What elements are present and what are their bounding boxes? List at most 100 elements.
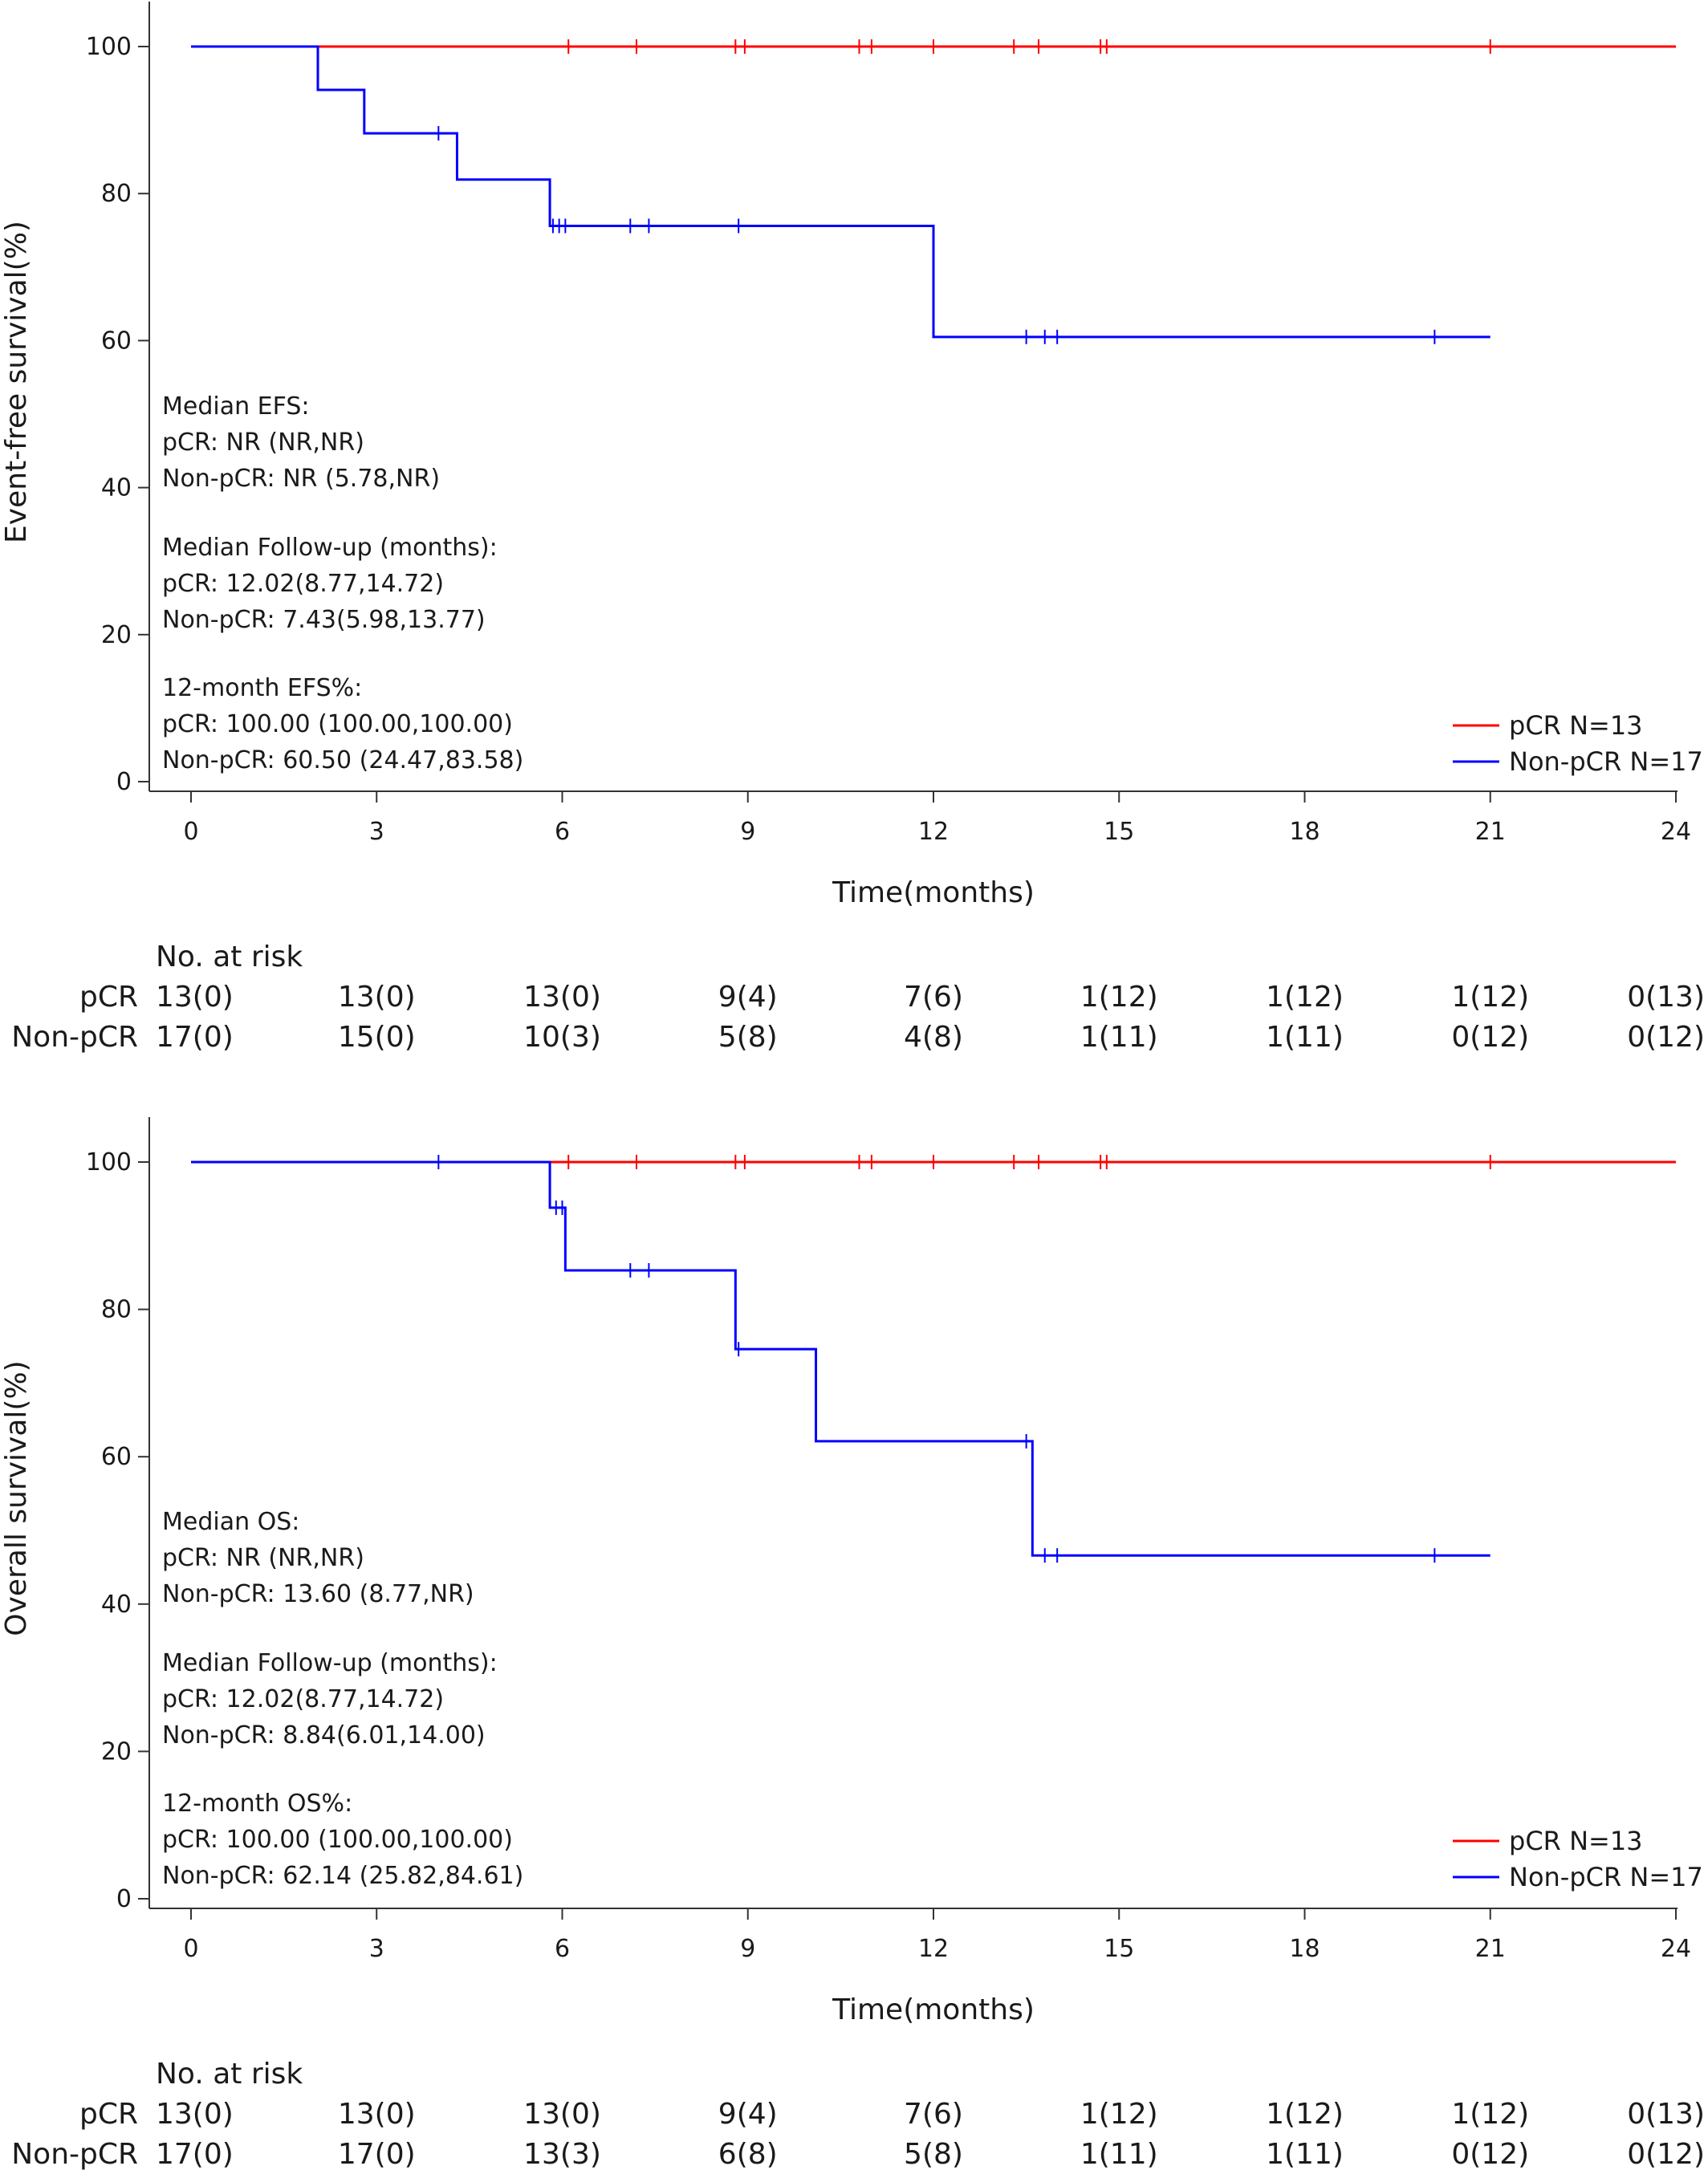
annotation-line: Non-pCR: NR (5.78,NR) [162, 465, 440, 493]
risk-cell: 10(3) [523, 1021, 601, 1054]
risk-cell: 1(11) [1266, 1021, 1344, 1054]
y-tick-label: 0 [116, 768, 132, 796]
legend-label: Non-pCR N=17 [1509, 1862, 1703, 1892]
risk-cell: 13(0) [338, 2098, 416, 2131]
x-tick-label: 24 [1661, 818, 1691, 846]
risk-cell: 9(4) [718, 2098, 778, 2131]
risk-cell: 13(0) [156, 981, 234, 1014]
risk-cell: 5(8) [718, 1021, 778, 1054]
x-tick-label: 6 [555, 818, 570, 846]
km-panel-2: 0 20 40 60 80 100 0 3 6 9 12 15 18 21 24 Time(months) Ov… [0, 1117, 1705, 2170]
x-tick-label: 15 [1104, 818, 1134, 846]
annotation-line: pCR: NR (NR,NR) [162, 429, 364, 457]
x-tick-label: 18 [1289, 1935, 1320, 1963]
risk-cell: 9(4) [718, 981, 778, 1014]
risk-cell: 1(11) [1080, 2138, 1158, 2170]
risk-cell: 1(11) [1266, 2138, 1344, 2170]
y-tick-label: 100 [86, 33, 132, 61]
annotation-line: Non-pCR: 60.50 (24.47,83.58) [162, 746, 523, 774]
risk-table-title: No. at risk [156, 2058, 303, 2091]
y-tick-label: 60 [101, 327, 132, 355]
x-tick-label: 3 [369, 1935, 384, 1963]
y-tick-label: 0 [116, 1885, 132, 1913]
x-tick-label: 21 [1475, 1935, 1506, 1963]
x-tick-label: 6 [555, 1935, 570, 1963]
y-tick-label: 20 [101, 1737, 132, 1766]
x-tick-label: 0 [183, 1935, 198, 1963]
annotation-line: Median Follow-up (months): [162, 1649, 498, 1677]
annotation-line: 12-month OS%: [162, 1790, 352, 1818]
x-tick-label: 24 [1661, 1935, 1691, 1963]
y-tick-label: 80 [101, 180, 132, 208]
risk-cell: 0(13) [1627, 981, 1705, 1014]
risk-cell: 17(0) [156, 1021, 234, 1054]
x-tick-label: 3 [369, 818, 384, 846]
risk-cell: 7(6) [904, 981, 963, 1014]
annotation-line: Non-pCR: 8.84(6.01,14.00) [162, 1721, 486, 1749]
y-tick-label: 100 [86, 1148, 132, 1176]
y-tick-label: 20 [101, 621, 132, 649]
risk-cell: 4(8) [904, 1021, 963, 1054]
risk-row-label: pCR [79, 981, 138, 1014]
annotation-line: pCR: 100.00 (100.00,100.00) [162, 1826, 513, 1854]
x-axis-label: Time(months) [832, 1993, 1035, 2026]
risk-cell: 7(6) [904, 2098, 963, 2131]
risk-cell: 1(12) [1266, 981, 1344, 1014]
x-tick-label: 18 [1289, 818, 1320, 846]
risk-cell: 17(0) [156, 2138, 234, 2170]
risk-cell: 1(11) [1080, 1021, 1158, 1054]
annotation-line: pCR: NR (NR,NR) [162, 1544, 364, 1572]
x-tick-label: 12 [918, 1935, 949, 1963]
annotation-line: Non-pCR: 62.14 (25.82,84.61) [162, 1862, 523, 1890]
x-tick-label: 0 [183, 818, 198, 846]
risk-cell: 1(12) [1080, 2098, 1158, 2131]
y-axis-label: Event-free survival(%) [0, 221, 33, 543]
risk-cell: 0(12) [1627, 1021, 1705, 1054]
km-panel-1: 0 20 40 60 80 100 0 3 6 9 12 15 18 21 24 Time(months) Ev… [0, 2, 1705, 1054]
y-axis-label: Overall survival(%) [0, 1360, 33, 1636]
risk-cell: 13(3) [523, 2138, 601, 2170]
risk-row-label: Non-pCR [11, 2138, 138, 2170]
x-axis-label: Time(months) [832, 876, 1035, 909]
risk-table-title: No. at risk [156, 941, 303, 973]
x-tick-label: 9 [740, 818, 755, 846]
annotation-line: pCR: 12.02(8.77,14.72) [162, 570, 444, 598]
legend-label: pCR N=13 [1509, 1826, 1643, 1856]
annotation-line: Non-pCR: 13.60 (8.77,NR) [162, 1580, 474, 1608]
risk-cell: 0(12) [1451, 1021, 1529, 1054]
y-tick-label: 40 [101, 1591, 132, 1619]
x-tick-label: 15 [1104, 1935, 1134, 1963]
annotation-line: Non-pCR: 7.43(5.98,13.77) [162, 606, 486, 634]
risk-row-label: Non-pCR [11, 1021, 138, 1054]
y-tick-label: 40 [101, 474, 132, 502]
x-tick-label: 12 [918, 818, 949, 846]
risk-cell: 13(0) [156, 2098, 234, 2131]
risk-cell: 5(8) [904, 2138, 963, 2170]
annotation-line: pCR: 12.02(8.77,14.72) [162, 1685, 444, 1713]
risk-cell: 13(0) [523, 2098, 601, 2131]
risk-cell: 0(12) [1451, 2138, 1529, 2170]
risk-cell: 1(12) [1080, 981, 1158, 1014]
risk-cell: 1(12) [1451, 981, 1529, 1014]
risk-cell: 0(12) [1627, 2138, 1705, 2170]
risk-cell: 6(8) [718, 2138, 778, 2170]
risk-cell: 1(12) [1266, 2098, 1344, 2131]
risk-cell: 1(12) [1451, 2098, 1529, 2131]
risk-cell: 17(0) [338, 2138, 416, 2170]
annotation-line: Median Follow-up (months): [162, 534, 498, 562]
annotation-line: Median OS: [162, 1508, 299, 1536]
risk-row-label: pCR [79, 2098, 138, 2131]
annotation-line: 12-month EFS%: [162, 674, 362, 702]
km-curve-non-pcr [191, 1160, 1490, 1557]
km-curve-non-pcr [191, 45, 1490, 339]
legend-label: pCR N=13 [1509, 710, 1643, 741]
x-tick-label: 9 [740, 1935, 755, 1963]
risk-cell: 13(0) [523, 981, 601, 1014]
risk-cell: 13(0) [338, 981, 416, 1014]
y-tick-label: 60 [101, 1443, 132, 1471]
risk-cell: 15(0) [338, 1021, 416, 1054]
risk-cell: 0(13) [1627, 2098, 1705, 2131]
annotation-line: Median EFS: [162, 392, 310, 421]
annotation-line: pCR: 100.00 (100.00,100.00) [162, 710, 513, 738]
